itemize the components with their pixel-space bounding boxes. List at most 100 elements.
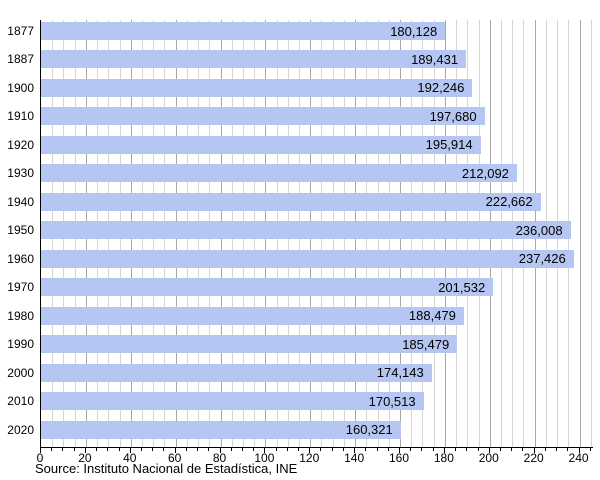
x-minor-tick (511, 448, 513, 451)
x-minor-tick (410, 448, 412, 451)
x-major-tick (174, 448, 176, 453)
bar-value-label: 188,479 (408, 308, 456, 324)
x-minor-tick (230, 448, 232, 451)
y-tick-label-1940: 1940 (7, 194, 34, 209)
bar-value-label: 160,321 (345, 422, 393, 438)
y-tick-label-1980: 1980 (7, 308, 34, 323)
bar-1950: 236,008 (41, 221, 571, 240)
bar-2020: 160,321 (41, 420, 401, 439)
major-gridline (579, 20, 581, 447)
x-major-tick (354, 448, 356, 453)
x-tick-label-240: 240 (568, 451, 589, 465)
x-minor-tick (107, 448, 109, 451)
x-major-tick (84, 448, 86, 453)
y-tick-label-2000: 2000 (7, 365, 34, 380)
x-tick-label-140: 140 (344, 451, 365, 465)
x-major-tick (264, 448, 266, 453)
y-tick-label-2020: 2020 (7, 422, 34, 437)
bar-value-label: 212,092 (461, 165, 509, 181)
x-minor-tick (253, 448, 255, 451)
bar-value-label: 189,431 (411, 51, 459, 67)
bar-1877: 180,128 (41, 22, 446, 40)
x-minor-tick (500, 448, 501, 451)
x-minor-tick (275, 448, 277, 451)
y-tick-label-1920: 1920 (7, 137, 34, 152)
bar-1940: 222,662 (41, 192, 541, 211)
y-tick-label-1990: 1990 (7, 337, 34, 352)
x-minor-tick (298, 448, 300, 451)
x-minor-tick (556, 448, 558, 451)
x-tick-label-180: 180 (433, 451, 454, 465)
y-tick-label-1910: 1910 (7, 109, 34, 124)
bar-value-label: 237,426 (518, 251, 566, 267)
x-minor-tick (197, 448, 199, 451)
y-tick-label-1950: 1950 (7, 223, 34, 238)
x-major-tick (309, 448, 311, 453)
y-tick-label-1877: 1877 (7, 24, 34, 38)
x-minor-tick (62, 448, 64, 451)
x-tick-label-220: 220 (523, 451, 544, 465)
y-tick-label-2010: 2010 (7, 394, 34, 409)
bar-2000: 174,143 (41, 363, 432, 382)
x-minor-tick (432, 448, 434, 451)
bar-value-label: 174,143 (376, 365, 424, 381)
x-minor-tick (286, 448, 288, 451)
bar-1920: 195,914 (41, 135, 481, 154)
x-minor-tick (73, 448, 75, 451)
bar-value-label: 197,680 (429, 108, 477, 124)
bar-1900: 192,246 (41, 78, 473, 97)
x-tick-label-200: 200 (478, 451, 499, 465)
bar-value-label: 185,479 (402, 336, 450, 352)
bar-1960: 237,426 (41, 249, 574, 268)
bar-value-label: 192,246 (417, 80, 465, 96)
source-note: Source: Instituto Nacional de Estadístic… (35, 461, 298, 476)
x-minor-tick (455, 448, 457, 451)
y-tick-label-1930: 1930 (7, 166, 34, 181)
bar-1910: 197,680 (41, 107, 485, 126)
bar-2010: 170,513 (41, 392, 424, 411)
x-major-tick (443, 448, 445, 453)
bar-1980: 188,479 (41, 306, 464, 325)
x-minor-tick (51, 448, 53, 451)
x-minor-tick (365, 448, 367, 451)
x-minor-tick (589, 448, 591, 451)
x-minor-tick (466, 448, 468, 451)
bar-value-label: 180,128 (390, 23, 438, 39)
x-major-tick (578, 448, 580, 453)
x-minor-tick (208, 448, 210, 451)
minor-gridline (590, 20, 592, 447)
x-minor-tick (185, 448, 187, 451)
bars-layer: 180,128 189,431 192,246 197,680 195,914 212,0… (41, 20, 593, 447)
bar-value-label: 201,532 (438, 279, 486, 295)
bar-1887: 189,431 (41, 50, 467, 69)
x-minor-tick (140, 448, 142, 451)
x-minor-tick (342, 448, 344, 451)
x-axis-line (40, 447, 593, 448)
x-minor-tick (163, 448, 165, 451)
x-tick-label-20: 20 (78, 451, 92, 465)
x-minor-tick (118, 448, 120, 451)
x-major-tick (129, 448, 131, 453)
x-tick-label-40: 40 (123, 451, 137, 465)
x-tick-label-160: 160 (389, 451, 410, 465)
x-minor-tick (152, 448, 154, 451)
x-minor-tick (241, 448, 243, 451)
bar-value-label: 195,914 (425, 137, 473, 153)
x-major-tick (533, 448, 535, 453)
y-tick-label-1887: 1887 (7, 52, 34, 67)
bar-1990: 185,479 (41, 335, 458, 354)
x-tick-label-100: 100 (254, 451, 275, 465)
x-minor-tick (477, 448, 479, 451)
bar-1970: 201,532 (41, 278, 494, 297)
x-tick-label-60: 60 (167, 451, 182, 465)
x-minor-tick (331, 448, 333, 451)
x-minor-tick (376, 448, 378, 451)
x-minor-tick (96, 448, 98, 451)
y-tick-label-1970: 1970 (7, 280, 34, 295)
x-minor-tick (387, 448, 389, 451)
y-tick-label-1900: 1900 (7, 80, 34, 95)
x-minor-tick (421, 448, 423, 451)
x-minor-tick (522, 448, 524, 451)
bar-value-label: 222,662 (485, 194, 533, 210)
